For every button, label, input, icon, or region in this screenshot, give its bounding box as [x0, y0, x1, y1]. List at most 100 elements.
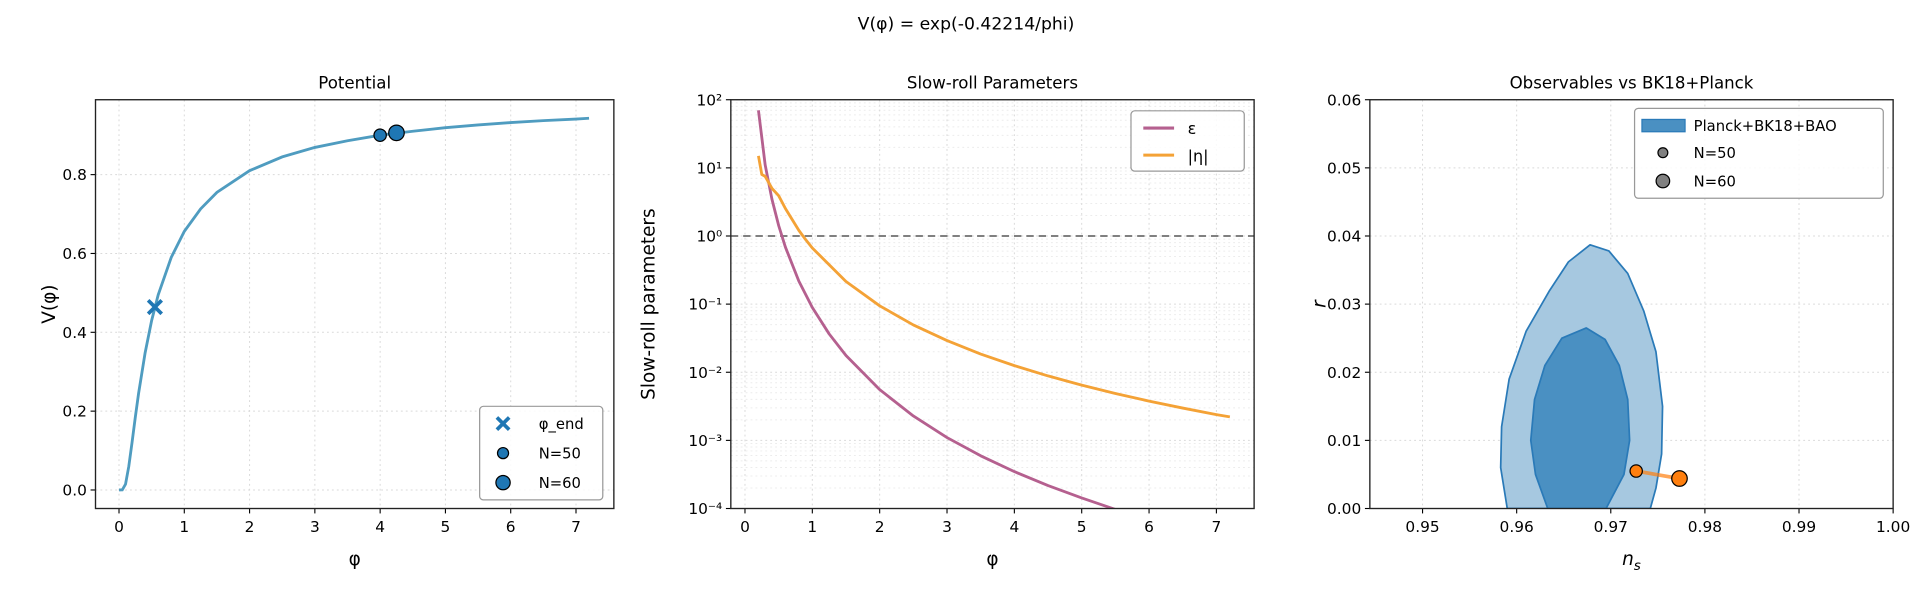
legend-entry: φ_end: [495, 416, 584, 433]
x-tick-label: 2: [875, 518, 885, 536]
y-tick-label: 0.06: [1327, 91, 1361, 109]
y-tick-label: 0.00: [1327, 500, 1361, 518]
n50-marker: [373, 128, 387, 142]
legend-circle-icon: [1657, 147, 1669, 159]
y-axis-label: V(φ): [39, 285, 60, 324]
y-tick-label: 0.01: [1327, 432, 1361, 450]
x-tick-label: 0.96: [1500, 518, 1534, 536]
x-tick-label: 0.99: [1782, 518, 1816, 536]
y-tick-label: 10¹: [696, 159, 722, 177]
legend-entry: N=60: [1655, 173, 1736, 191]
legend-frame: [1633, 107, 1884, 199]
x-tick-label: 6: [506, 518, 516, 536]
plot-area: [730, 110, 1255, 509]
y-axis-label: Slow-roll parameters: [638, 208, 659, 400]
x-tick-label: 1: [179, 518, 189, 536]
legend-circle-icon: [495, 474, 511, 491]
x-tick-label: 0.95: [1405, 518, 1439, 536]
y-tick-label: 0.4: [62, 324, 86, 342]
legend: ε |η|: [1130, 110, 1245, 172]
legend: φ_end N=50 N=60: [479, 405, 604, 501]
legend-label: N=50: [1694, 145, 1736, 162]
x-tick-label: 4: [375, 518, 385, 536]
x-axis-label-main: n: [1622, 549, 1634, 570]
n50-point: [1629, 464, 1643, 478]
y-tick-label: 0.6: [62, 245, 86, 263]
legend-entry: ε: [1143, 119, 1196, 138]
legend-entry: N=50: [1657, 145, 1736, 162]
y-tick-label: 10⁻¹: [688, 296, 722, 314]
grid: [730, 99, 1255, 509]
x-axis-label-subscript: s: [1634, 558, 1641, 574]
legend-label: |η|: [1188, 146, 1209, 165]
x-tick-label: 7: [1212, 518, 1222, 536]
legend: Planck+BK18+BAO N=50 N=60: [1633, 107, 1884, 199]
x-tick-label: 4: [1009, 518, 1019, 536]
axes-title: Observables vs BK18+Planck: [1510, 74, 1754, 93]
legend-entry: Planck+BK18+BAO: [1641, 118, 1837, 135]
x-tick-label: 5: [1077, 518, 1087, 536]
legend-label: Planck+BK18+BAO: [1694, 118, 1837, 135]
y-tick-label: 10⁰: [696, 228, 722, 246]
phi-end-marker: [146, 298, 163, 316]
legend-entry: N=60: [495, 474, 581, 492]
axes-frame: [1369, 99, 1894, 510]
figure-suptitle: V(φ) = exp(-0.42214/phi): [858, 15, 1075, 35]
x-tick-label: 2: [245, 518, 255, 536]
legend-frame: [479, 405, 604, 501]
y-tick-label: 0.02: [1327, 364, 1361, 382]
y-tick-label: 0.0: [62, 482, 86, 500]
axes-title: Potential: [318, 74, 391, 93]
axes-frame: [94, 99, 615, 510]
x-tick-label: 0: [114, 518, 124, 536]
legend-label: N=60: [1694, 174, 1736, 191]
y-tick-label: 0.05: [1327, 159, 1361, 177]
potential-axes: 0 1 2 3 4 5 6 7 0.0 0.2 0.4 0.6 0.8 Potential V(φ) φ φ_e…: [39, 74, 615, 570]
x-tick-label: 5: [441, 518, 451, 536]
eta-curve: [757, 155, 1231, 419]
x-tick-label: 1.00: [1876, 518, 1910, 536]
y-tick-label: 10⁻⁴: [688, 500, 722, 518]
legend-label: N=60: [539, 475, 581, 492]
y-tick-label: 0.03: [1327, 296, 1361, 314]
x-tick-label: 7: [571, 518, 581, 536]
y-tick-label: 10⁻²: [688, 364, 722, 382]
axes-frame: [730, 99, 1255, 510]
x-tick-label: 6: [1144, 518, 1154, 536]
n60-marker: [388, 124, 405, 142]
x-tick-label: 1: [807, 518, 817, 536]
contour-1sigma: [1529, 327, 1631, 509]
epsilon-curve: [757, 110, 1118, 509]
slow-roll-axes: 0 1 2 3 4 5 6 7 10² 10¹ 10⁰ 10⁻¹ 10⁻² 10⁻³ 10⁻⁴ Slow-ro…: [638, 74, 1255, 570]
x-tick-label: 3: [942, 518, 952, 536]
x-axis-label: ns: [1622, 549, 1641, 574]
x-tick-label: 0.97: [1594, 518, 1628, 536]
observables-axes: 0.95 0.96 0.97 0.98 0.99 1.00 0.00 0.01 0.02 0.03…: [1310, 74, 1911, 574]
legend-label: φ_end: [539, 416, 584, 433]
x-tick-label: 3: [310, 518, 320, 536]
n60-point: [1671, 470, 1688, 487]
y-tick-label: 0.04: [1327, 228, 1361, 246]
y-tick-label: 10²: [696, 91, 722, 109]
x-axis-label: φ: [986, 549, 998, 570]
legend-label: N=50: [539, 446, 581, 463]
x-tick-label: 0.98: [1688, 518, 1722, 536]
legend-x-icon: [495, 416, 511, 432]
potential-curve: [118, 116, 590, 492]
plot-area: [1499, 243, 1688, 509]
axes-title: Slow-roll Parameters: [907, 74, 1078, 93]
legend-circle-icon: [1655, 173, 1671, 189]
legend-patch-icon: [1641, 118, 1686, 133]
legend-circle-icon: [496, 446, 510, 460]
legend-label: ε: [1188, 119, 1197, 138]
y-tick-label: 0.2: [62, 403, 86, 421]
x-tick-label: 0: [740, 518, 750, 536]
y-tick-label: 0.8: [62, 166, 86, 184]
x-axis-label: φ: [349, 549, 361, 570]
y-tick-label: 10⁻³: [688, 432, 722, 450]
legend-entry: |η|: [1143, 146, 1209, 165]
legend-entry: N=50: [496, 446, 581, 463]
plot-area: [118, 116, 590, 492]
y-axis-label: r: [1310, 299, 1331, 308]
